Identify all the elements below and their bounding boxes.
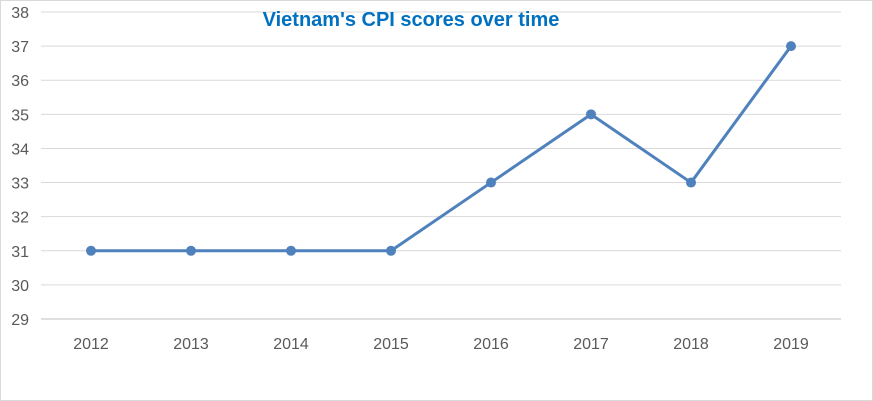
x-tick-label: 2017: [573, 336, 609, 353]
y-tick-label: 34: [11, 141, 29, 158]
y-tick-label: 33: [11, 176, 29, 193]
y-tick-labels: 29 30 31 32 33 34 35 36 37 38: [11, 5, 29, 329]
series: [86, 41, 796, 256]
x-tick-label: 2018: [673, 336, 709, 353]
x-tick-label: 2015: [373, 336, 409, 353]
x-tick-label: 2014: [273, 336, 309, 353]
data-point-2014: [286, 245, 296, 256]
y-tick-label: 35: [11, 107, 29, 124]
y-tick-label: 37: [11, 39, 29, 56]
series-line: [89, 44, 793, 253]
y-tick-label: 36: [11, 73, 29, 90]
x-tick-label: 2016: [473, 336, 509, 353]
data-point-2019: [786, 41, 796, 52]
data-point-2013: [186, 245, 196, 256]
chart-title: Vietnam's CPI scores over time: [263, 9, 560, 31]
x-tick-label: 2019: [773, 336, 809, 353]
y-tick-label: 29: [11, 312, 29, 329]
data-point-2018: [686, 177, 696, 188]
data-point-2016: [486, 177, 496, 188]
y-tick-label: 30: [11, 278, 29, 295]
data-point-2017: [586, 109, 596, 120]
x-tick-labels: 2012 2013 2014 2015 2016 2017 2018 2019: [73, 336, 809, 353]
y-tick-label: 31: [11, 244, 29, 261]
data-point-2015: [386, 245, 396, 256]
x-tick-label: 2012: [73, 336, 109, 353]
y-tick-label: 38: [11, 5, 29, 22]
data-point-2012: [86, 245, 96, 256]
gridlines: [41, 11, 841, 286]
x-tick-label: 2013: [173, 336, 209, 353]
y-tick-label: 32: [11, 210, 29, 227]
